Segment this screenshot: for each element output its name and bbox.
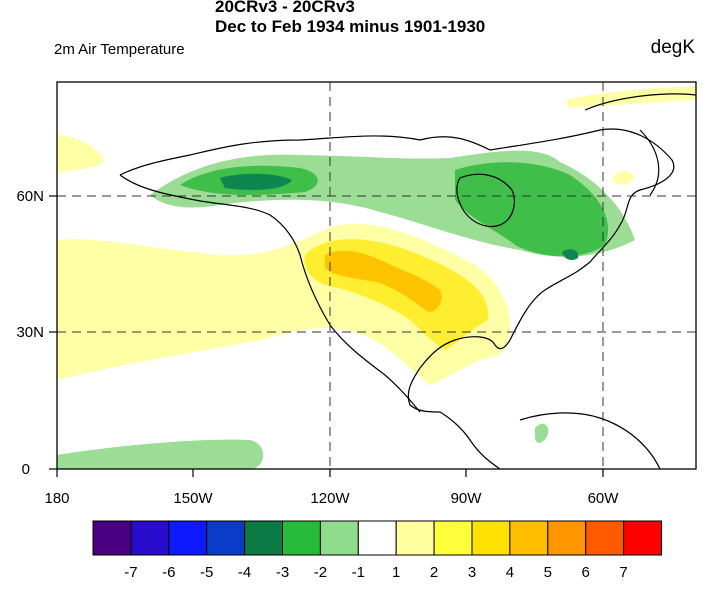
colorbar-swatch <box>92 520 132 556</box>
colorbar-swatch <box>623 520 662 556</box>
colorbar-swatch <box>357 520 397 556</box>
x-tick-label: 120W <box>310 490 350 507</box>
cool-region-canada-east <box>455 162 609 257</box>
colorbar-swatch <box>395 520 435 556</box>
anomaly-field <box>57 86 696 469</box>
colorbar-label: -7 <box>124 564 137 581</box>
warm-region-bering <box>57 135 104 172</box>
coastline-hudson-bay <box>456 173 515 228</box>
colorbar-label: -5 <box>200 564 213 581</box>
colorbar-label: 4 <box>506 564 514 581</box>
x-tick-label: 90W <box>451 490 483 507</box>
warm-region-peak <box>325 250 442 312</box>
colorbar-swatch <box>282 520 321 556</box>
colorbar-swatch <box>206 520 246 556</box>
y-tick-label: 0 <box>22 461 30 478</box>
colorbar-label: 6 <box>582 564 590 581</box>
colorbar-label: -3 <box>276 564 289 581</box>
colorbar-swatch <box>585 520 625 556</box>
colorbar-swatch <box>319 520 359 556</box>
coastline-greenland <box>584 93 696 196</box>
title-line-2: Dec to Feb 1934 minus 1901-1930 <box>215 17 486 36</box>
warm-region-hudson-east <box>612 171 634 185</box>
colorbar-label: 3 <box>468 564 476 581</box>
colorbar-label: -4 <box>238 564 251 581</box>
x-tick-label: 60W <box>588 490 620 507</box>
variable-label: 2m Air Temperature <box>54 41 185 58</box>
title-line-1: 20CRv3 - 20CRv3 <box>215 0 355 16</box>
colorbar-label: -6 <box>162 564 175 581</box>
colorbar-label: -2 <box>314 564 327 581</box>
coastline-west <box>119 174 421 413</box>
colorbar-swatch <box>130 520 170 556</box>
tick-marks <box>49 195 604 477</box>
colorbar-label: 7 <box>619 564 627 581</box>
x-tick-label: 180 <box>44 490 69 507</box>
cool-region-peak-canada <box>562 249 579 260</box>
colorbar: -7 -6 -5 -4 -3 -2 -1 1 2 3 4 5 6 7 <box>92 520 662 581</box>
colorbar-label: 2 <box>430 564 438 581</box>
colorbar-label: -1 <box>352 564 365 581</box>
colorbar-swatch <box>547 520 587 556</box>
colorbar-swatch <box>471 520 511 556</box>
gridlines <box>57 82 696 469</box>
colorbar-swatch <box>168 520 208 556</box>
colorbar-swatch <box>244 520 284 556</box>
colorbar-label: 5 <box>544 564 552 581</box>
plot-frame <box>56 81 697 470</box>
colorbar-swatch <box>509 520 549 556</box>
colorbar-label: 1 <box>392 564 400 581</box>
cool-region-peak-alaska <box>220 173 292 190</box>
coastlines <box>119 93 696 469</box>
colorbar-swatch <box>433 520 473 556</box>
coastline-south-america <box>519 412 661 469</box>
units-label: degK <box>650 37 695 58</box>
cool-region-equatorial <box>57 439 264 469</box>
x-tick-label: 150W <box>173 490 213 507</box>
y-tick-label: 60N <box>16 188 44 205</box>
y-tick-label: 30N <box>16 324 44 341</box>
cool-region-caribbean <box>535 423 549 443</box>
